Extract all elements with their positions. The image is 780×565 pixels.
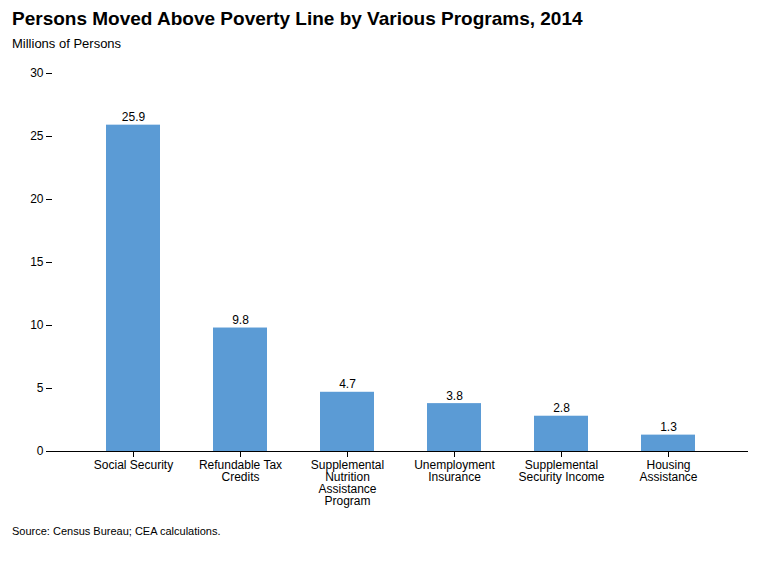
svg-text:Refundable TaxCredits: Refundable TaxCredits: [199, 458, 282, 484]
svg-text:3.8: 3.8: [446, 389, 463, 403]
svg-text:5: 5: [37, 381, 44, 395]
svg-text:1.3: 1.3: [660, 420, 677, 434]
html-text:Millions of Persons: Millions of Persons: [12, 36, 122, 51]
svg-text:0: 0: [37, 444, 44, 458]
svg-text:25.9: 25.9: [122, 110, 146, 124]
html-text:Persons Moved Above Poverty Li: Persons Moved Above Poverty Line by Vari…: [12, 8, 583, 29]
svg-text:20: 20: [30, 192, 44, 206]
svg-text:2.8: 2.8: [553, 401, 570, 415]
svg-text:SupplementalNutritionAssistanc: SupplementalNutritionAssistanceProgram: [311, 458, 384, 508]
svg-text:HousingAssistance: HousingAssistance: [639, 458, 697, 484]
html-text:Source: Census Bureau; CEA cal: Source: Census Bureau; CEA calculations.: [12, 525, 221, 537]
svg-text:4.7: 4.7: [339, 377, 356, 391]
svg-text:9.8: 9.8: [232, 313, 249, 327]
svg-text:Social Security: Social Security: [94, 458, 173, 472]
svg-text:SupplementalSecurity Income: SupplementalSecurity Income: [518, 458, 604, 484]
svg-text:10: 10: [30, 318, 44, 332]
svg-text:UnemploymentInsurance: UnemploymentInsurance: [414, 458, 495, 484]
svg-text:30: 30: [30, 66, 44, 80]
svg-text:15: 15: [30, 255, 44, 269]
svg-text:25: 25: [30, 129, 44, 143]
